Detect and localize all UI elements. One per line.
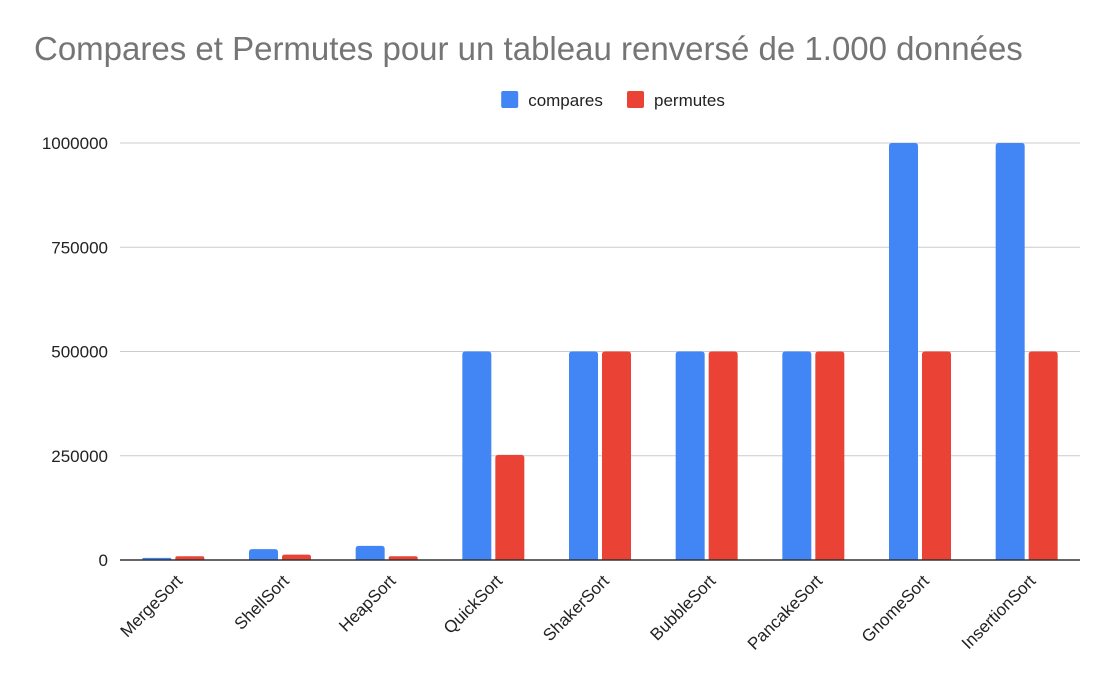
x-tick-label: PancakeSort bbox=[744, 571, 826, 653]
x-tick-label: BubbleSort bbox=[647, 571, 720, 644]
x-tick-label: GnomeSort bbox=[858, 571, 933, 646]
bar-permutes bbox=[708, 351, 738, 560]
bar-permutes bbox=[388, 556, 418, 560]
x-tick-label: MergeSort bbox=[117, 571, 187, 641]
bar-compares bbox=[675, 351, 705, 560]
legend: compares permutes bbox=[501, 91, 725, 110]
legend-swatch-permutes bbox=[627, 91, 644, 108]
y-tick-label: 750000 bbox=[51, 238, 108, 257]
legend-swatch-compares bbox=[501, 91, 519, 108]
y-tick-label: 250000 bbox=[51, 447, 108, 466]
x-tick-label: HeapSort bbox=[335, 571, 399, 635]
bar-compares bbox=[249, 549, 278, 560]
bar-compares bbox=[782, 351, 812, 560]
bar-permutes bbox=[602, 351, 631, 560]
bar-compares bbox=[462, 351, 492, 560]
gridlines bbox=[120, 142, 1080, 457]
bar-permutes bbox=[175, 556, 205, 560]
bar-permutes bbox=[922, 351, 951, 560]
bar-permutes bbox=[495, 454, 525, 560]
bar-permutes bbox=[815, 351, 845, 560]
bar-permutes bbox=[282, 554, 311, 560]
bar-permutes bbox=[1028, 351, 1058, 560]
legend-label-compares: compares bbox=[528, 91, 603, 110]
x-tick-label: ShakerSort bbox=[539, 571, 613, 645]
chart-title: Compares et Permutes pour un tableau ren… bbox=[34, 30, 1023, 67]
bar-compares bbox=[355, 545, 385, 560]
y-tick-label: 0 bbox=[99, 551, 108, 570]
bar-compares bbox=[569, 351, 598, 560]
x-tick-label: ShellSort bbox=[231, 571, 293, 633]
x-tick-label: QuickSort bbox=[440, 571, 506, 637]
x-tick-label: InsertionSort bbox=[958, 571, 1040, 653]
bars bbox=[142, 143, 1058, 560]
legend-label-permutes: permutes bbox=[654, 91, 725, 110]
bar-compares bbox=[995, 143, 1025, 560]
bar-compares bbox=[889, 143, 918, 560]
y-tick-label: 500000 bbox=[51, 343, 108, 362]
y-tick-label: 1000000 bbox=[42, 134, 108, 153]
